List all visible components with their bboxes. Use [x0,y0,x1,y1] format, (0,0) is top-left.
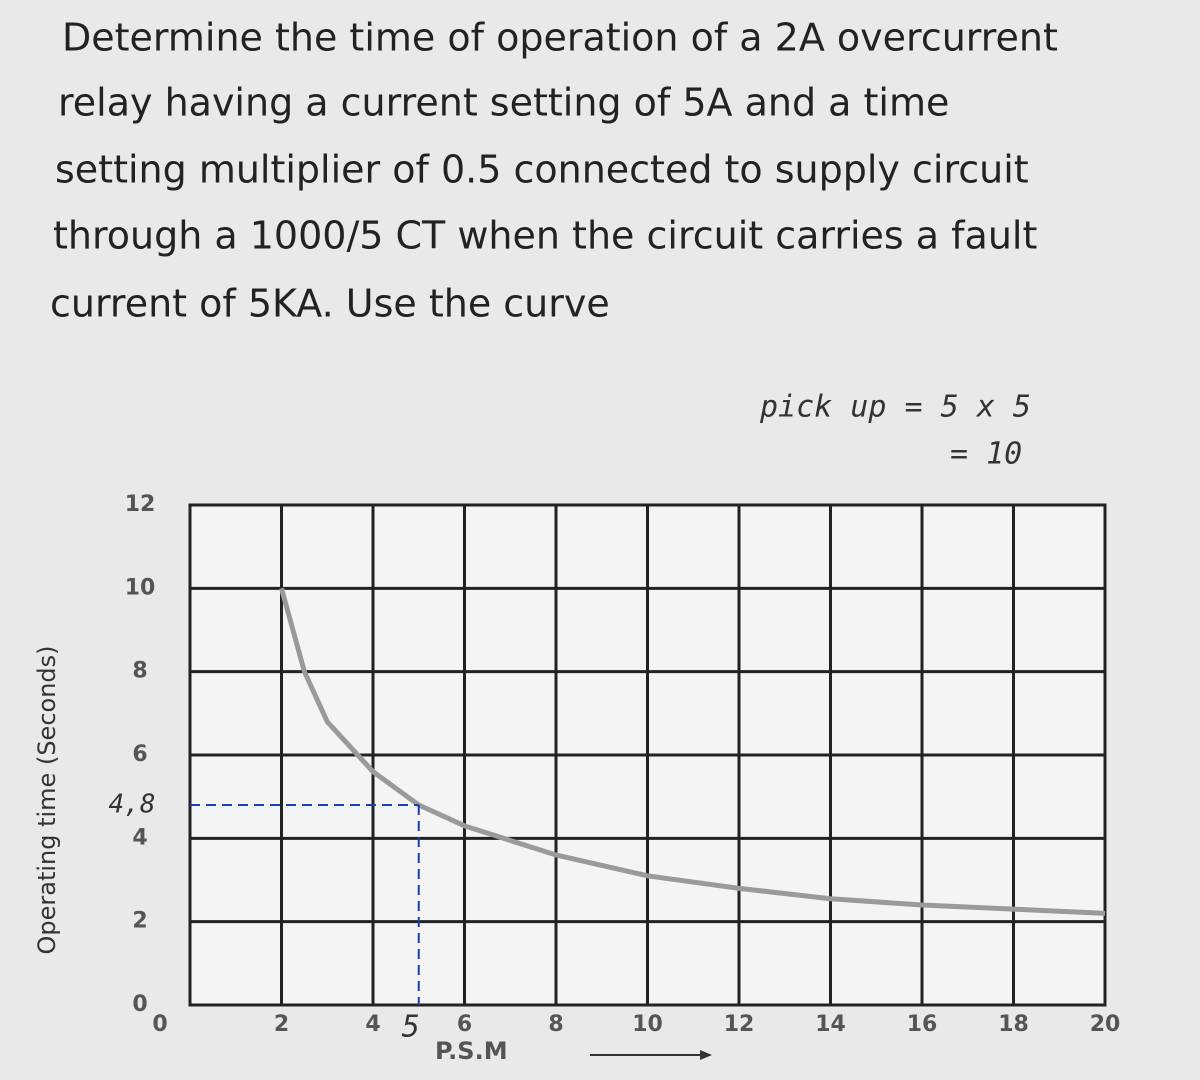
annotation: pick up = 5 x 5 [759,390,1031,425]
x-tick-label: 16 [907,1012,938,1037]
y-tick-label: 0 [132,992,147,1017]
x-tick-label: 12 [724,1012,755,1037]
x-tick-label: 4 [365,1012,380,1037]
y-tick-label: 6 [132,742,147,767]
question-line: relay having a current setting of 5A and… [58,81,949,125]
marker-label: 4,8 [109,790,156,820]
curve [279,587,1106,916]
x-tick-label: 18 [998,1012,1029,1037]
y-tick-label: 4 [132,825,147,850]
y-tick-label: 10 [125,575,156,600]
x-axis-arrow-head [700,1050,712,1060]
question-line: through a 1000/5 CT when the circuit car… [53,214,1037,258]
x-tick-label: 2 [274,1012,289,1037]
x-tick-label: 8 [548,1012,563,1037]
x-tick-label: 6 [457,1012,472,1037]
y-axis-label: Operating time (Seconds) [33,645,61,954]
x-tick-label: 0 [152,1012,167,1037]
x-tick-label: 10 [632,1012,663,1037]
question-line: current of 5KA. Use the curve [50,282,610,326]
marker-label: 5 [402,1010,420,1045]
question-line: setting multiplier of 0.5 connected to s… [55,148,1029,192]
y-tick-label: 12 [125,492,156,517]
x-axis-label: P.S.M [435,1037,508,1065]
y-tick-label: 2 [132,909,147,934]
question-line: Determine the time of operation of a 2A … [62,16,1058,60]
x-tick-label: 14 [815,1012,846,1037]
x-tick-label: 20 [1090,1012,1121,1037]
annotation: = 10 [950,437,1022,472]
y-tick-label: 8 [132,659,147,684]
